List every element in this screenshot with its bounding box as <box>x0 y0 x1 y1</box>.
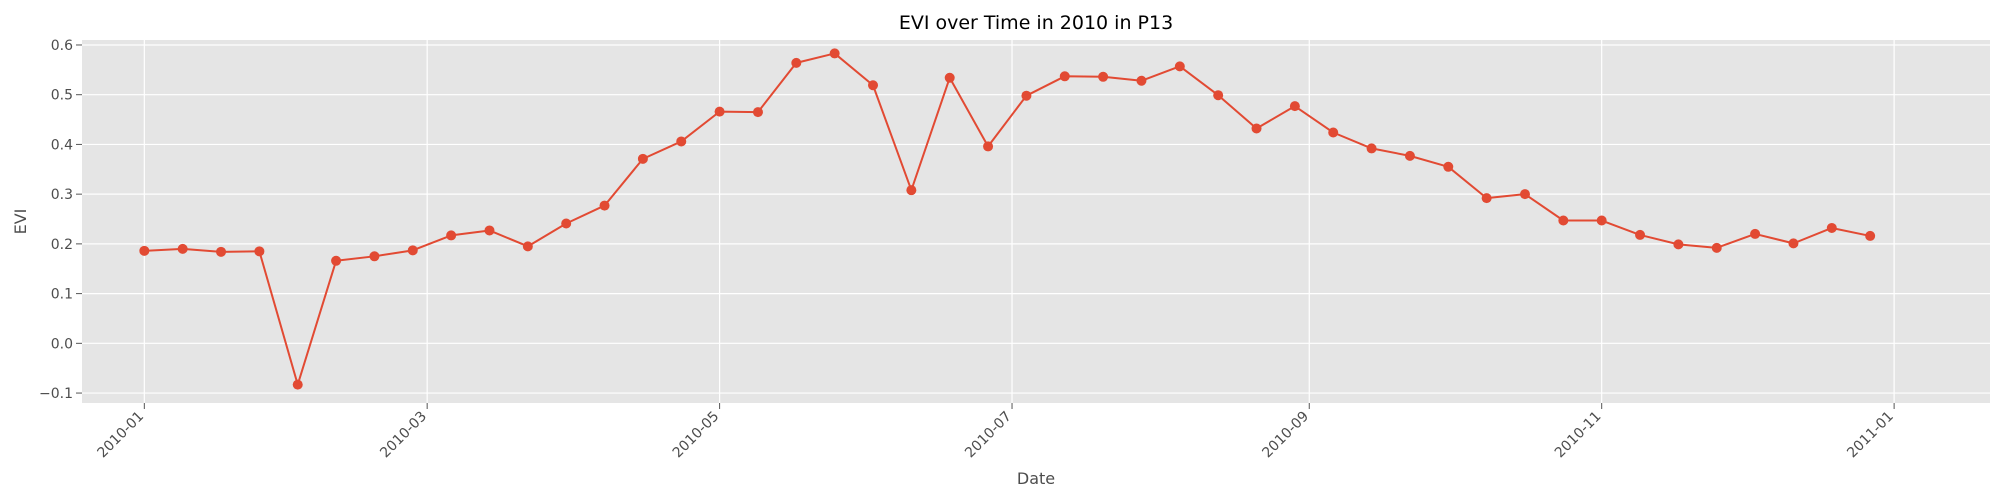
x-tick-label: 2010-11 <box>1552 409 1605 462</box>
data-point <box>791 57 802 68</box>
data-point <box>829 48 840 59</box>
data-point <box>1174 61 1185 72</box>
y-tick-label: 0.6 <box>51 38 73 54</box>
data-point <box>944 72 955 83</box>
data-point <box>1635 229 1646 240</box>
data-point <box>292 379 303 390</box>
data-point <box>254 246 265 257</box>
plot-area-background <box>82 40 1990 403</box>
data-point <box>369 251 380 262</box>
data-point <box>446 230 457 241</box>
series-line <box>144 52 1871 386</box>
data-point <box>1366 143 1377 154</box>
grid-lines <box>82 40 1990 403</box>
y-tick-label: −0.1 <box>39 386 73 402</box>
x-tick-label: 2011-01 <box>1844 409 1897 462</box>
series-layer <box>139 48 1876 390</box>
y-axis-label: EVI <box>11 209 30 235</box>
data-point <box>676 136 687 147</box>
data-point <box>1251 123 1262 134</box>
data-point <box>1443 161 1454 172</box>
data-point <box>216 246 227 257</box>
x-tick-label: 2010-09 <box>1259 409 1312 462</box>
chart-title: EVI over Time in 2010 in P13 <box>899 12 1173 34</box>
data-point <box>1788 238 1799 249</box>
y-tick-label: 0.3 <box>51 187 73 203</box>
data-point <box>1098 71 1109 82</box>
data-point <box>1059 71 1070 82</box>
y-tick-label: 0.5 <box>51 88 73 104</box>
data-point <box>1596 215 1607 226</box>
data-point <box>407 245 418 256</box>
y-tick-label: 0.0 <box>51 336 73 352</box>
data-point <box>1328 127 1339 138</box>
data-point <box>906 185 917 196</box>
data-point <box>1558 215 1569 226</box>
data-point <box>637 153 648 164</box>
x-axis-label: Date <box>1017 469 1055 488</box>
data-point <box>1289 101 1300 112</box>
data-point <box>331 255 342 266</box>
x-tick-label: 2010-07 <box>962 409 1015 462</box>
data-point <box>1404 150 1415 161</box>
data-point <box>561 218 572 229</box>
data-point <box>1213 90 1224 101</box>
data-point <box>1136 75 1147 86</box>
data-point <box>522 241 533 252</box>
data-point <box>983 141 994 152</box>
x-tick-label: 2010-05 <box>670 409 723 462</box>
data-point <box>1750 228 1761 239</box>
data-point <box>1021 90 1032 101</box>
data-point <box>752 107 763 118</box>
data-point <box>139 245 150 256</box>
data-point <box>868 80 879 91</box>
y-tick-label: 0.4 <box>51 137 73 153</box>
x-tick-label: 2010-03 <box>377 409 430 462</box>
data-point <box>1519 189 1530 200</box>
y-tick-label: 0.1 <box>51 287 73 303</box>
data-point <box>1711 242 1722 253</box>
data-point <box>1865 230 1876 241</box>
data-point <box>1673 239 1684 250</box>
data-point <box>177 243 188 254</box>
data-point <box>484 225 495 236</box>
data-point <box>714 106 725 117</box>
data-point <box>1481 193 1492 204</box>
y-tick-label: 0.2 <box>51 237 73 253</box>
data-point <box>599 200 610 211</box>
x-tick-label: 2010-01 <box>94 409 147 462</box>
data-point <box>1826 222 1837 233</box>
